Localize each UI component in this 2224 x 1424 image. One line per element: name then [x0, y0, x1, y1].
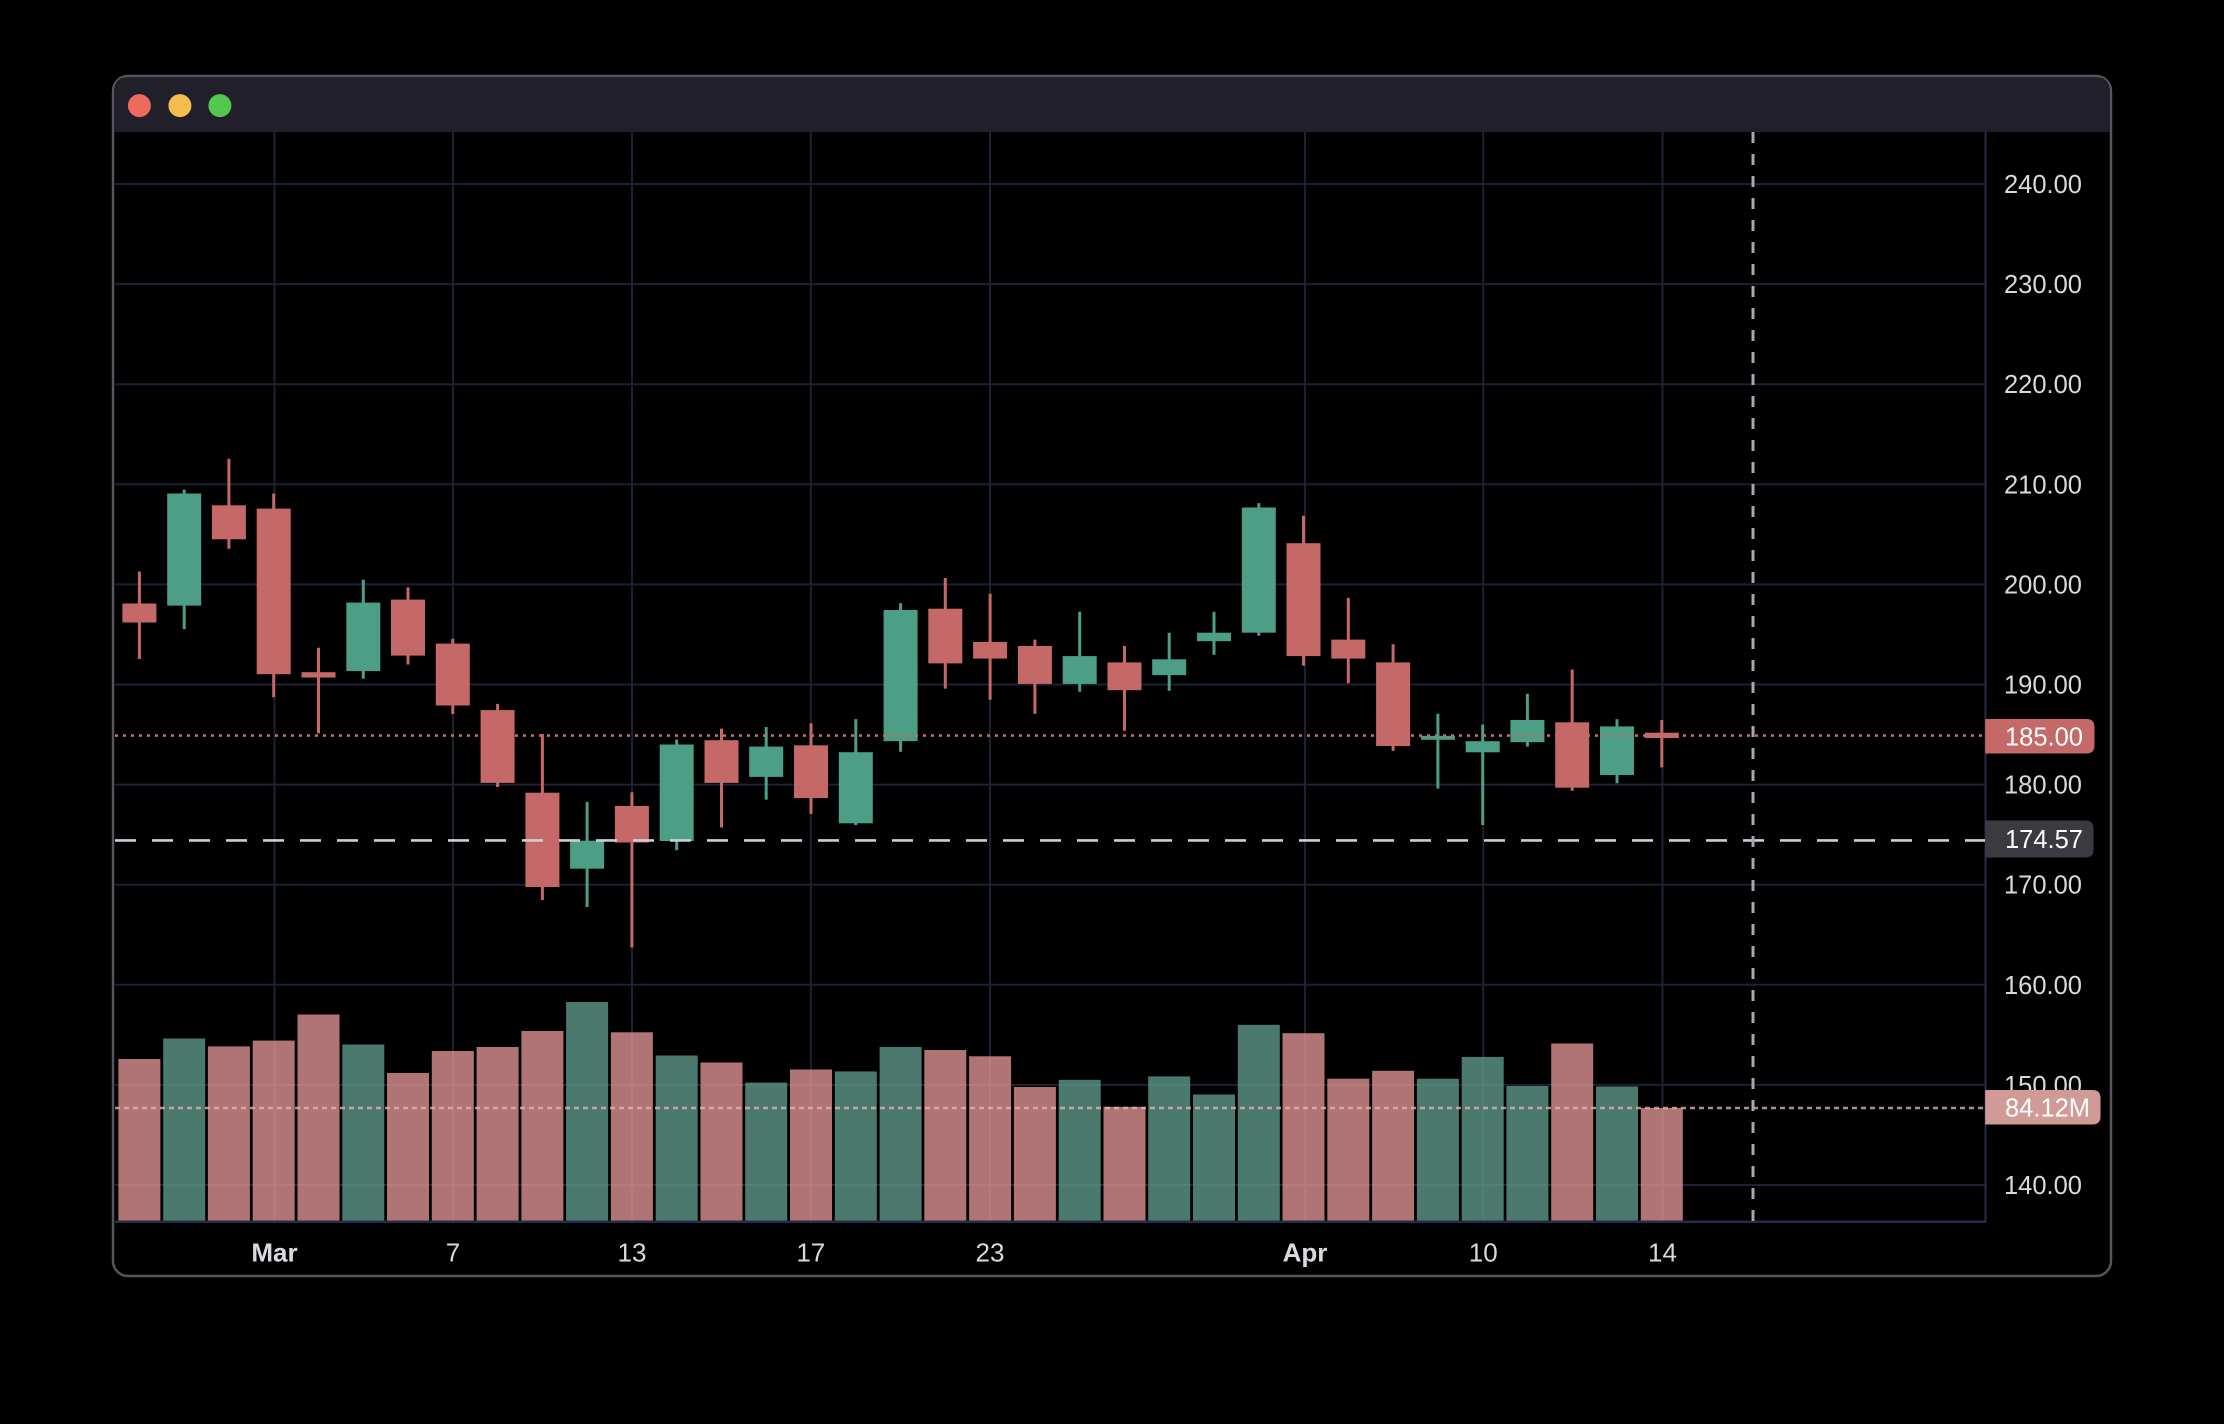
svg-text:23: 23: [976, 1238, 1005, 1268]
svg-text:Apr: Apr: [1283, 1238, 1328, 1268]
svg-text:230.00: 230.00: [2004, 271, 2082, 299]
svg-text:Mar: Mar: [251, 1238, 297, 1268]
svg-text:7: 7: [446, 1238, 460, 1268]
svg-text:13: 13: [618, 1238, 647, 1268]
svg-text:84.12M: 84.12M: [2005, 1094, 2090, 1122]
svg-text:210.00: 210.00: [2004, 471, 2082, 499]
svg-text:14: 14: [1648, 1238, 1677, 1268]
svg-text:240.00: 240.00: [2004, 171, 2082, 199]
svg-text:220.00: 220.00: [2004, 371, 2082, 399]
svg-text:17: 17: [796, 1238, 825, 1268]
svg-text:200.00: 200.00: [2004, 571, 2082, 599]
svg-text:170.00: 170.00: [2004, 872, 2082, 900]
svg-text:190.00: 190.00: [2004, 672, 2082, 700]
svg-text:10: 10: [1469, 1238, 1498, 1268]
svg-text:180.00: 180.00: [2004, 772, 2082, 800]
svg-text:174.57: 174.57: [2005, 826, 2083, 854]
svg-text:185.00: 185.00: [2005, 723, 2083, 751]
svg-text:160.00: 160.00: [2004, 972, 2082, 1000]
svg-text:140.00: 140.00: [2004, 1172, 2082, 1200]
